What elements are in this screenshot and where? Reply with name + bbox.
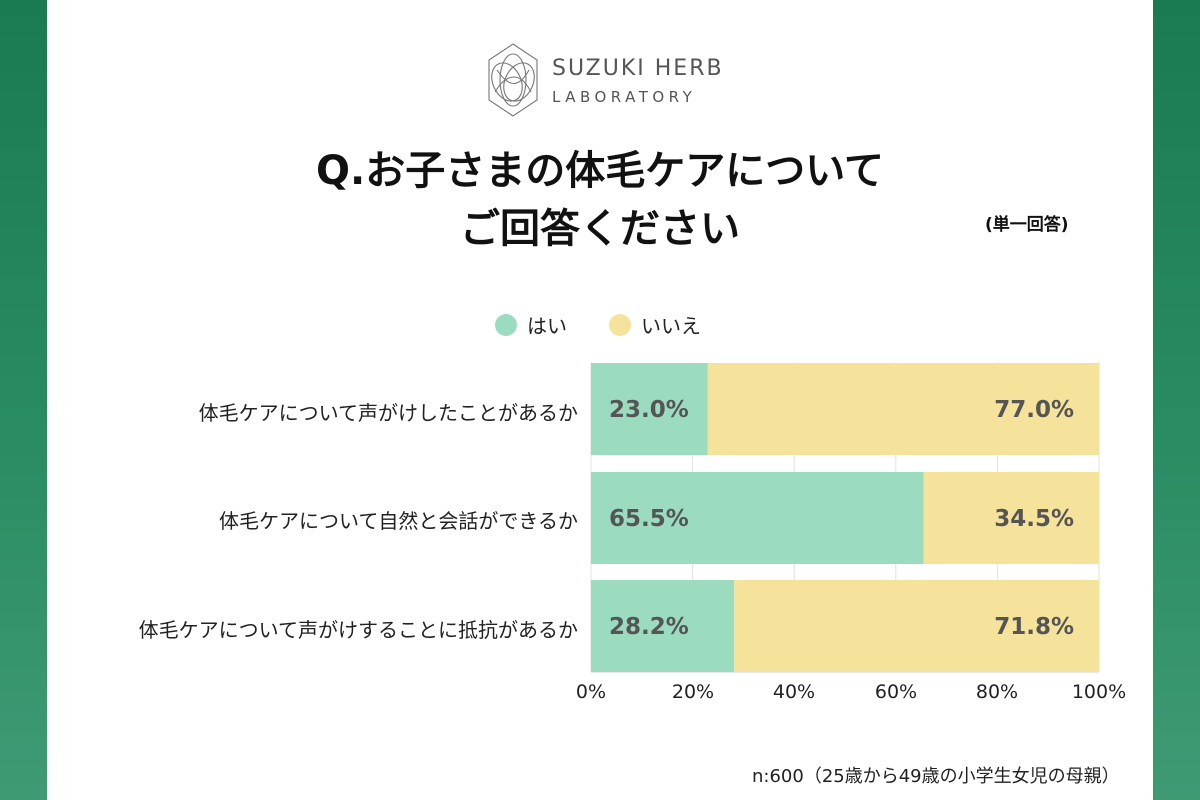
x-tick-label: 60%: [874, 681, 918, 703]
legend-swatch-yes: [495, 313, 517, 336]
logo-text-line2: LABORATORY: [552, 88, 697, 106]
sample-footnote: n:600（25歳から49歳の小学生女児の母親）: [752, 766, 1120, 787]
logo-text-line1: SUZUKI HERB: [552, 56, 724, 81]
x-tick-label: 20%: [671, 681, 715, 703]
chart-title-line1: Q.お子さまの体毛ケアについて: [316, 148, 884, 194]
legend-label-no: いいえ: [641, 314, 701, 338]
x-tick-label: 80%: [975, 681, 1019, 703]
category-label: 体毛ケアについて自然と会話ができるか: [219, 509, 578, 533]
legend-swatch-no: [609, 313, 631, 336]
x-tick-label: 0%: [575, 681, 607, 703]
legend-item-no: いいえ: [609, 310, 701, 339]
legend-label-yes: はい: [527, 314, 567, 338]
x-tick-label: 40%: [772, 681, 816, 703]
category-label: 体毛ケアについて声がけすることに抵抗があるか: [138, 618, 578, 642]
category-label: 体毛ケアについて声がけしたことがあるか: [198, 401, 578, 425]
legend-item-yes: はい: [495, 310, 567, 339]
herb-logo-icon: [488, 43, 538, 117]
brand-logo: SUZUKI HERB LABORATORY: [487, 42, 727, 122]
chart-title-line2: ご回答ください: [460, 206, 740, 252]
answer-type-note: (単一回答): [985, 215, 1069, 235]
x-tick-label: 100%: [1071, 681, 1127, 703]
